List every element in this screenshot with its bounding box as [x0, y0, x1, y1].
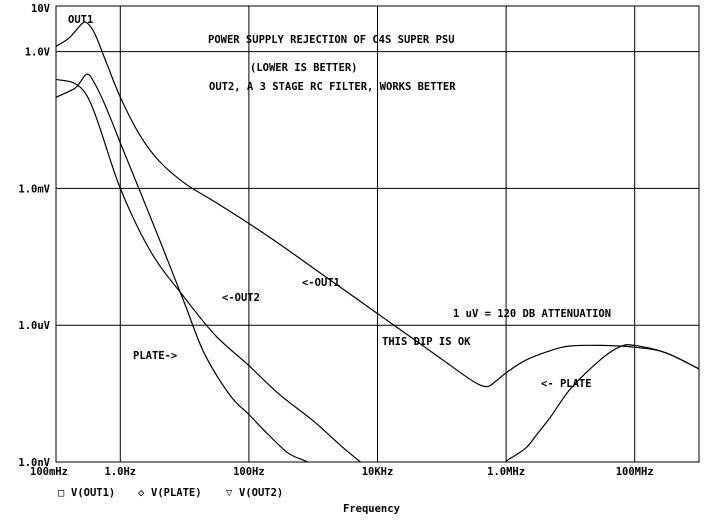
- chart-title: POWER SUPPLY REJECTION OF C4S SUPER PSU: [208, 34, 455, 46]
- legend: □ V(OUT1) ◇ V(PLATE) ▽ V(OUT2): [58, 487, 283, 499]
- series-line-vout2: [56, 73, 310, 462]
- annotation-plate-right: <- PLATE: [541, 378, 592, 390]
- x-tick-label: 100mHz: [30, 466, 68, 478]
- y-tick-label: 10V: [31, 3, 51, 15]
- annotation-out1-top: OUT1: [68, 14, 93, 26]
- annotation-out1-arrow: <-OUT1: [302, 277, 340, 289]
- grid: [56, 6, 699, 462]
- x-tick-label: 1.0MHz: [487, 466, 525, 478]
- series-line-vplate: [56, 78, 362, 462]
- x-tick-label: 10KHz: [362, 466, 394, 478]
- legend-marker-out1: □: [58, 487, 65, 499]
- y-tick-label: 1.0uV: [18, 320, 50, 332]
- legend-marker-plate: ◇: [138, 487, 145, 499]
- legend-label-out2: V(OUT2): [239, 487, 283, 499]
- x-axis-label: Frequency: [343, 503, 401, 515]
- legend-label-plate: V(PLATE): [151, 487, 202, 499]
- series-line-vplate: [505, 344, 699, 462]
- x-tick-label: 100Hz: [233, 466, 265, 478]
- plot-frame: [55, 5, 700, 463]
- annotation-plate-arrow: PLATE->: [133, 350, 177, 362]
- annotation-out2-better: OUT2, A 3 STAGE RC FILTER, WORKS BETTER: [209, 81, 456, 93]
- legend-marker-out2: ▽: [226, 487, 233, 499]
- tick-labels: 100mHz 1.0Hz 100Hz 10KHz 1.0MHz 100MHz 10V 1.0V…: [18, 3, 653, 478]
- legend-label-out1: V(OUT1): [71, 487, 115, 499]
- y-tick-label: 1.0mV: [18, 183, 50, 195]
- y-tick-label: 1.0V: [25, 47, 51, 59]
- annotation-out2-arrow: <-OUT2: [222, 292, 260, 304]
- x-tick-label: 1.0Hz: [104, 466, 136, 478]
- annotation-dip: THIS DIP IS OK: [382, 336, 471, 348]
- series-line-vout1: [56, 21, 699, 388]
- annotation-lower-is-better: (LOWER IS BETTER): [250, 62, 357, 74]
- series-group: [56, 21, 699, 462]
- y-tick-label: 1.0nV: [18, 457, 50, 469]
- annotation-attenuation: 1 uV = 120 DB ATTENUATION: [453, 308, 611, 320]
- x-tick-label: 100MHz: [616, 466, 654, 478]
